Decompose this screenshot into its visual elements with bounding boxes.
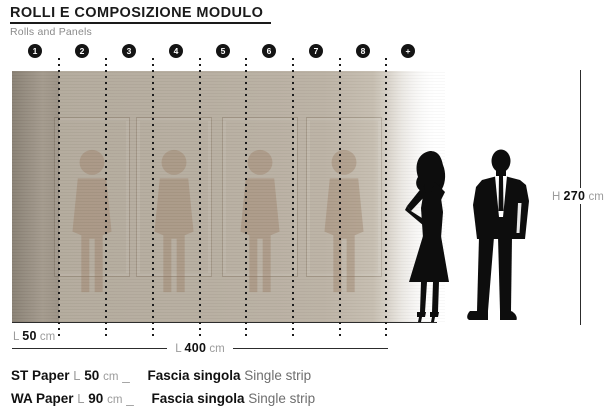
panel-badge-6: 6 [262,44,276,58]
strip-separator-dotted-line [245,58,247,337]
man-silhouette [467,149,529,320]
panel-badge-2: 2 [75,44,89,58]
dim-unit: cm [588,191,604,203]
wallpaper-panel-frame [54,117,130,277]
dim-unit: cm [103,371,119,383]
wallpaper-panel-frame [222,117,298,277]
product-name: WA Paper [11,391,74,406]
dim-prefix: H [552,191,561,203]
panel-badge-8: 8 [356,44,370,58]
panel-badge-4: 4 [169,44,183,58]
strip-separator-dotted-line [292,58,294,337]
header: ROLLI E COMPOSIZIONE MODULO Rolls and Pa… [10,4,272,38]
strip-type-italian: Fascia singola [151,391,245,406]
dim-value: 270 [563,189,586,203]
panel-badge-3: 3 [122,44,136,58]
product-name: ST Paper [11,368,70,383]
separator: _ [122,368,130,383]
panel-badge-5: 5 [216,44,230,58]
spec-row-st-paper: ST Paper L 50 cm _ Fascia singola Single… [11,365,315,388]
dim-value: 50 [84,368,100,383]
dim-value: 400 [184,341,207,355]
dimension-line [232,347,388,349]
strip-separator-dotted-line [58,58,60,337]
ground-line [12,322,437,323]
strip-separator-dotted-line [152,58,154,337]
strip-separator-dotted-line [105,58,107,337]
total-width-label: L 400 cm [175,341,225,355]
product-specs: ST Paper L 50 cm _ Fascia singola Single… [11,365,315,411]
dim-unit: cm [39,331,56,343]
separator: _ [126,391,134,406]
dimension-line [12,347,168,349]
wallpaper-sample [12,71,445,322]
dim-unit: cm [209,343,225,355]
dim-unit: cm [107,394,123,406]
wallpaper-figure-motif [60,146,124,296]
strip-width-label: L 50 cm [13,329,55,343]
dim-value: 50 [22,329,37,343]
dim-prefix: L [13,331,19,343]
dim-prefix: L [73,368,81,383]
panel-badge-7: 7 [309,44,323,58]
spec-row-wa-paper: WA Paper L 90 cm _ Fascia singola Single… [11,388,315,411]
wallpaper-figure-motif [312,146,376,296]
first-strip-shading [12,71,59,322]
wallpaper-panel-frame [136,117,212,277]
panel-badge-1: 1 [28,44,42,58]
wallpaper-figure-motif [228,146,292,296]
page-title: ROLLI E COMPOSIZIONE MODULO [10,5,272,24]
plus-icon: + [401,44,415,58]
dim-value: 90 [88,391,104,406]
woman-silhouette [405,151,449,322]
strip-type-english: Single strip [248,391,316,406]
strip-separator-dotted-line [385,58,387,337]
strip-separator-dotted-line [199,58,201,337]
strip-type-italian: Fascia singola [147,368,241,383]
page-subtitle: Rolls and Panels [10,26,92,38]
dim-prefix: L [175,343,182,355]
height-label: H 270 cm [549,188,607,204]
dim-prefix: L [77,391,85,406]
strip-type-english: Single strip [244,368,312,383]
wallpaper-panel-frame [306,117,382,277]
strip-separator-dotted-line [339,58,341,337]
total-width-dimension: L 400 cm [12,341,388,355]
